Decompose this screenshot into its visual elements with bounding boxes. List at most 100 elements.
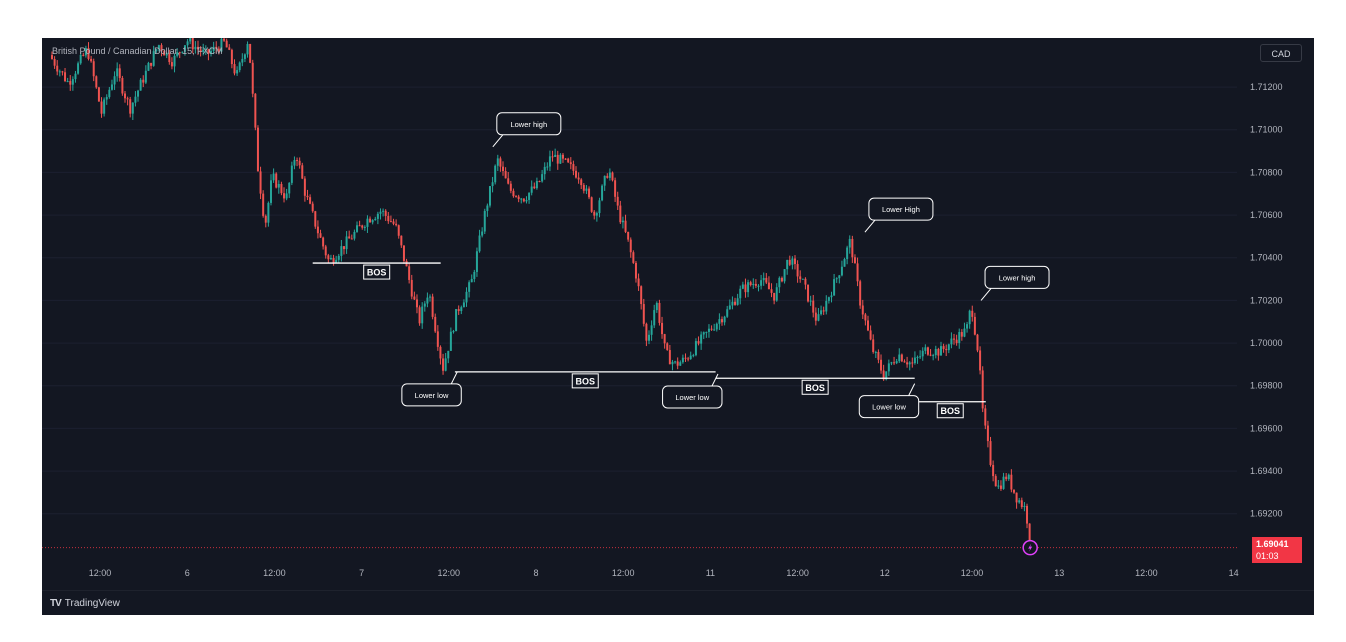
candle-body <box>84 48 87 56</box>
candle-body <box>921 350 924 357</box>
candle-body <box>369 218 372 223</box>
candle-body <box>786 259 789 270</box>
candle-body <box>835 278 838 280</box>
bar-countdown: 01:03 <box>1256 551 1279 561</box>
candle-body <box>436 331 439 347</box>
candle-body <box>199 49 202 52</box>
candle-body <box>418 307 421 324</box>
candle-body <box>799 276 802 280</box>
bos-box <box>363 264 391 280</box>
candle-body <box>126 98 129 100</box>
candle-body <box>525 199 528 202</box>
candle-body <box>765 277 768 283</box>
candle-body <box>614 180 617 197</box>
candle-body <box>449 331 452 351</box>
candle-body <box>168 52 171 63</box>
candle-body <box>290 165 293 183</box>
candle-body <box>129 99 132 114</box>
candle-body <box>561 154 564 159</box>
candle-body <box>207 49 210 55</box>
candle-body <box>353 231 356 239</box>
y-tick-label: 1.71200 <box>1250 82 1283 92</box>
candle-body <box>979 350 982 371</box>
currency-badge[interactable]: CAD <box>1260 44 1302 62</box>
candle-body <box>387 215 390 222</box>
y-axis: 1.71200 1.71000 1.70800 1.70600 1.70400 1.702… <box>1250 82 1283 519</box>
candle-body <box>515 196 518 198</box>
candle-body <box>989 441 992 465</box>
candle-body <box>470 278 473 283</box>
candle-body <box>947 344 950 351</box>
candle-body <box>337 255 340 260</box>
tradingview-logo[interactable]: TV TradingView <box>50 598 120 609</box>
candle-body <box>194 46 197 50</box>
candle-body <box>997 485 1000 487</box>
candle-body <box>616 196 619 206</box>
candle-body <box>741 284 744 289</box>
candle-body <box>650 325 653 335</box>
y-tick-label: 1.71000 <box>1250 125 1283 135</box>
candle-body <box>150 62 153 66</box>
candle-body <box>137 90 140 97</box>
candle-body <box>262 193 265 216</box>
candle-body <box>392 221 395 224</box>
candle-body <box>74 73 77 80</box>
candle-body <box>517 196 520 200</box>
candle-body <box>413 296 416 300</box>
candle-body <box>236 70 239 74</box>
candle-body <box>442 358 445 371</box>
candle-body <box>731 301 734 306</box>
candle-body <box>796 264 799 277</box>
candle-body <box>645 323 648 341</box>
current-price-marker <box>42 539 1237 556</box>
candle-body <box>397 225 400 236</box>
candle-body <box>624 220 627 232</box>
candle-body <box>971 310 974 317</box>
candle-body <box>1012 489 1015 493</box>
candle-body <box>934 348 937 356</box>
candle-body <box>170 62 173 67</box>
candle-body <box>754 283 757 286</box>
candle-body <box>681 357 684 363</box>
candle-body <box>1015 492 1018 503</box>
callout-pointer <box>864 219 876 233</box>
candle-body <box>421 306 424 324</box>
candle-body <box>606 175 609 178</box>
candle-body <box>778 277 781 288</box>
candle-body <box>176 52 179 56</box>
candle-body <box>880 359 883 371</box>
candle-body <box>780 277 783 282</box>
candle-body <box>744 284 747 293</box>
candle-body <box>887 363 890 372</box>
candle-body <box>627 231 630 240</box>
candle-body <box>895 361 898 364</box>
candle-body <box>173 55 176 67</box>
callout-label: Lower high <box>510 120 547 129</box>
candle-body <box>793 258 796 265</box>
candle-body <box>183 45 186 52</box>
callout-box <box>401 383 462 407</box>
candle-body <box>911 362 914 364</box>
candle-body <box>82 54 85 56</box>
symbol-title[interactable]: British Pound / Canadian Dollar, 15, FXC… <box>52 46 223 56</box>
candle-body <box>937 348 940 356</box>
candle-body <box>843 259 846 267</box>
candle-body <box>293 160 296 166</box>
candle-body <box>833 279 836 296</box>
candle-body <box>444 358 447 371</box>
candle-body <box>611 172 614 181</box>
candle-body <box>567 158 570 163</box>
price-chart[interactable]: BOS BOS BOS BOS Lower high Lower low Lower low… <box>42 38 1314 591</box>
candle-body <box>64 72 67 82</box>
candle-body <box>220 38 223 52</box>
candle-body <box>285 193 288 199</box>
candle-body <box>97 87 100 102</box>
candle-body <box>371 220 374 223</box>
callout-pointer <box>908 383 916 396</box>
candle-body <box>468 282 471 292</box>
candle-body <box>103 99 106 114</box>
candle-body <box>700 334 703 344</box>
candle-body <box>955 339 958 344</box>
candle-body <box>687 358 690 360</box>
candle-body <box>71 79 74 85</box>
